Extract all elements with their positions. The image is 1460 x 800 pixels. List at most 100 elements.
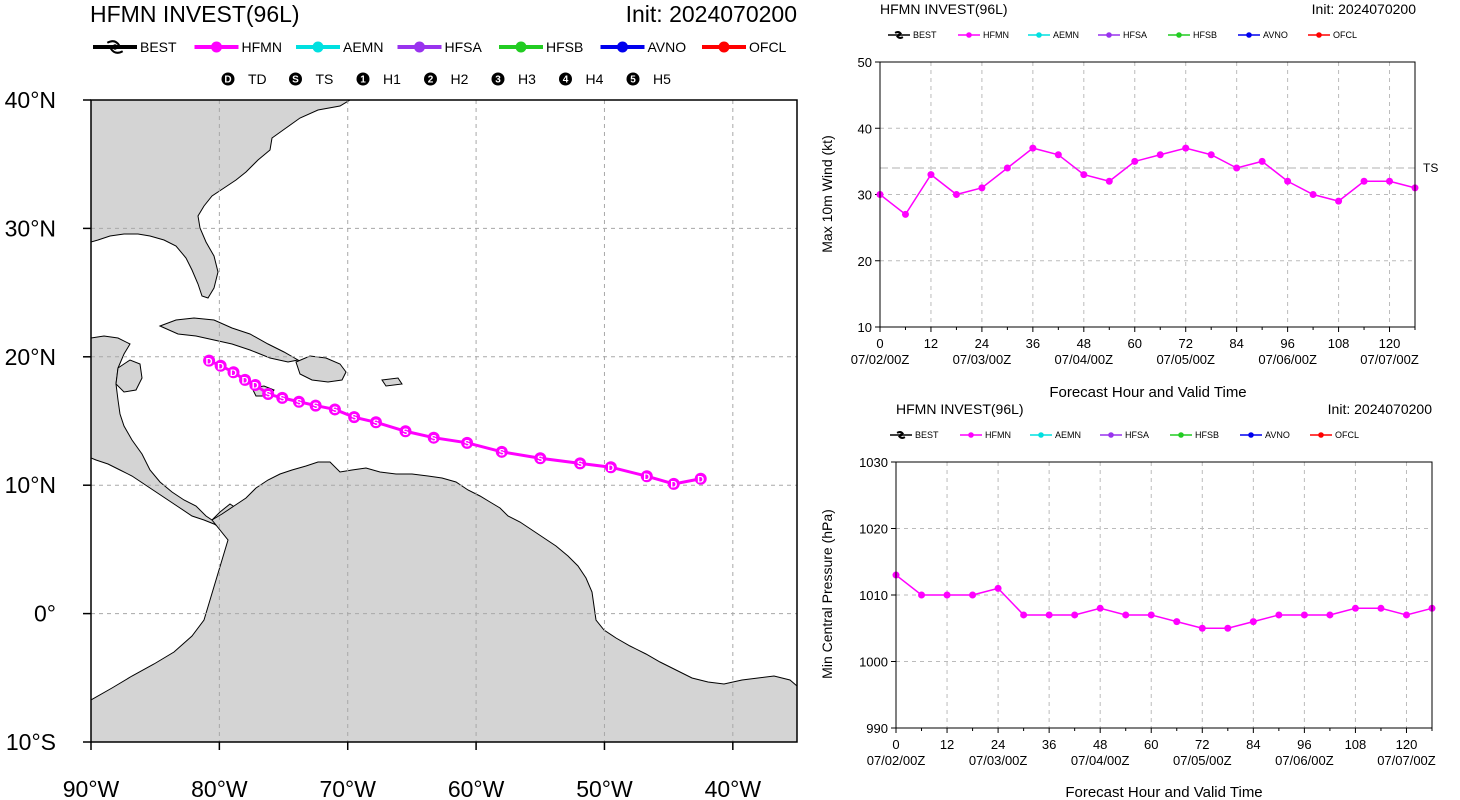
tick-label-y: 20 [858, 254, 872, 269]
track-point-category: D [643, 472, 650, 483]
track-point-category: S [296, 397, 302, 408]
map-axis-ticks: 90°W 80°W 70°W 60°W 50°W 40°W 40°N 30°N 20°N 10°N… [5, 87, 762, 800]
intensity-symbol-h1 [356, 72, 370, 86]
series-line-hfmn [895, 574, 1433, 629]
plot-frame [895, 461, 1433, 729]
track-point [427, 431, 440, 444]
date-label: 07/02/00Z [851, 352, 910, 367]
legend-marker-hfsa [1108, 432, 1114, 438]
legend-label-aemn: AEMN [1055, 430, 1081, 440]
track-point-category: S [332, 405, 338, 416]
track-point [399, 425, 412, 438]
legend-label-avno: AVNO [1263, 30, 1288, 40]
intensity-symbol-char: 1 [360, 75, 366, 86]
central-america-land [91, 335, 237, 531]
yucatan-land [115, 359, 143, 393]
track-point [574, 457, 587, 470]
tick-label-x: 24 [991, 737, 1005, 752]
tick-label-x: 120 [1379, 336, 1401, 351]
track-point [239, 373, 252, 386]
plot-frame [879, 61, 1416, 328]
intensity-symbol-char: 3 [495, 75, 501, 86]
date-label: 07/06/00Z [1258, 352, 1317, 367]
track-point [227, 366, 240, 379]
intensity-symbol-char: 2 [428, 75, 434, 86]
date-label: 07/06/00Z [1275, 753, 1334, 768]
series-point-hfmn [1224, 624, 1232, 632]
map-tick-label-lat: 10°S [6, 729, 56, 755]
series-point-hfmn [1080, 171, 1088, 179]
map-tick-label-lat: 30°N [5, 215, 56, 241]
legend-marker-aemn [312, 41, 324, 53]
pressure-chart: 0 12 24 36 48 60 72 84 96 108 120 990 1000 1010 1020 10… [859, 455, 1436, 768]
tick-label-x: 120 [1396, 737, 1418, 752]
track-point [249, 379, 262, 392]
date-label: 07/04/00Z [1071, 753, 1130, 768]
cuba-land [158, 317, 300, 363]
legend-label-hfsb: HFSB [546, 39, 583, 55]
tick-label-x: 36 [1042, 737, 1056, 752]
intensity-symbol-h4 [559, 72, 572, 86]
map-tick-label-lon: 40°W [705, 776, 762, 800]
series-point-hfmn [1156, 151, 1164, 159]
series-point-hfmn [1147, 611, 1155, 619]
pressure-init-label: Init: 2024070200 [1328, 401, 1433, 417]
track-point-category: D [206, 356, 213, 367]
track-point [495, 445, 508, 458]
series-point-hfmn [1249, 618, 1257, 626]
track-point [203, 354, 216, 367]
legend-label-aemn: AEMN [1053, 30, 1079, 40]
best-storm-icon-center [112, 44, 118, 50]
series-line-hfmn [879, 147, 1416, 216]
intensity-symbol-h3 [491, 72, 505, 86]
tick-label-x: 72 [1178, 336, 1192, 351]
reference-label-ts: TS [1423, 161, 1438, 175]
series-point-hfmn [1386, 177, 1394, 185]
tick-label-y: 40 [858, 121, 872, 136]
series-point-hfmn [978, 184, 986, 192]
series-point-hfmn [927, 171, 935, 179]
date-label: 07/07/00Z [1360, 352, 1419, 367]
track-point [328, 403, 341, 416]
map-tick-label-lat: 0° [34, 601, 56, 627]
track-point-category: D [607, 463, 614, 474]
track-point-category: S [402, 427, 408, 438]
intensity-label-td: TD [248, 71, 267, 87]
series-point-hfmn [1096, 604, 1104, 612]
track-point-category: D [252, 381, 259, 392]
map-title: HFMN INVEST(96L) [90, 1, 300, 27]
puerto-rico-land [381, 377, 403, 387]
series-point-hfmn [1284, 177, 1292, 185]
tick-label-x: 108 [1328, 336, 1350, 351]
date-label: 07/05/00Z [1156, 352, 1215, 367]
tick-label-x: 0 [892, 737, 899, 752]
wind-legend: BEST HFMN AEMN HFSA HFSB AVNO OFCL [888, 30, 1357, 40]
legend-label-aemn: AEMN [343, 39, 383, 55]
legend-marker-ofcl [1316, 32, 1322, 38]
legend-label-ofcl: OFCL [1333, 30, 1357, 40]
best-storm-icon [896, 431, 906, 439]
tick-label-y: 990 [866, 721, 888, 736]
tick-label-x: 84 [1229, 336, 1243, 351]
track-point [667, 477, 680, 490]
series-point-hfmn [1003, 164, 1011, 172]
track-point-category: S [373, 418, 379, 429]
series-point-hfmn [1258, 157, 1266, 165]
track-point-category: D [242, 376, 249, 387]
intensity-symbol-h2 [424, 72, 437, 86]
series-point-hfmn [1020, 611, 1028, 619]
best-storm-icon-center [899, 433, 903, 437]
track-point-category: D [230, 368, 237, 379]
legend-marker-hfmn [966, 32, 972, 38]
series-point-hfmn [918, 591, 926, 599]
series-point-hfmn [1105, 177, 1113, 185]
legend-label-hfmn: HFMN [242, 39, 282, 55]
legend-marker-ofcl [718, 41, 730, 53]
series-point-hfmn [943, 591, 951, 599]
wind-xlabel: Forecast Hour and Valid Time [1049, 384, 1246, 401]
date-label: 07/04/00Z [1055, 352, 1114, 367]
tick-label-x: 48 [1077, 336, 1091, 351]
legend-marker-avno [617, 41, 628, 53]
track-point [640, 470, 653, 483]
